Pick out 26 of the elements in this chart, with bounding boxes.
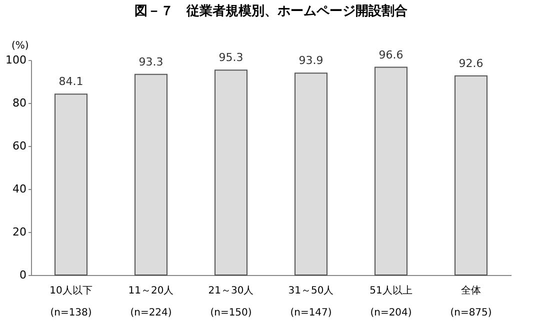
- y-tick-label: 80: [12, 96, 26, 110]
- y-tick-label: 0: [20, 268, 26, 282]
- data-label: 92.6: [458, 56, 484, 70]
- data-label: 93.9: [298, 54, 324, 68]
- y-tick-label: 60: [12, 140, 26, 152]
- y-tick-label: 40: [12, 182, 26, 196]
- bar: [454, 75, 488, 276]
- bar: [374, 66, 408, 276]
- x-tick-label: 11～20人 (n=224): [128, 286, 174, 318]
- y-tick-label: 100: [6, 54, 26, 66]
- bar: [294, 72, 328, 276]
- data-label: 96.6: [378, 48, 404, 62]
- bar: [134, 74, 168, 276]
- x-tick-label: 21～30人 (n=150): [208, 286, 254, 318]
- y-axis-title: (%): [12, 40, 29, 52]
- data-label: 93.3: [138, 55, 164, 68]
- bar: [54, 94, 88, 276]
- data-label: 95.3: [218, 51, 244, 64]
- y-tick-label: 20: [12, 226, 26, 238]
- bar: [214, 70, 248, 276]
- x-tick-label: 31～50人 (n=147): [288, 286, 334, 318]
- x-tick-label: 10人以下 (n=138): [50, 284, 92, 318]
- x-tick-label: 51人以上 (n=204): [370, 284, 412, 318]
- x-tick-label: 全体 (n=875): [450, 284, 492, 318]
- data-label: 84.1: [58, 75, 84, 88]
- chart-title: 図－７ 従業者規模別、ホームページ開設割合: [134, 3, 408, 19]
